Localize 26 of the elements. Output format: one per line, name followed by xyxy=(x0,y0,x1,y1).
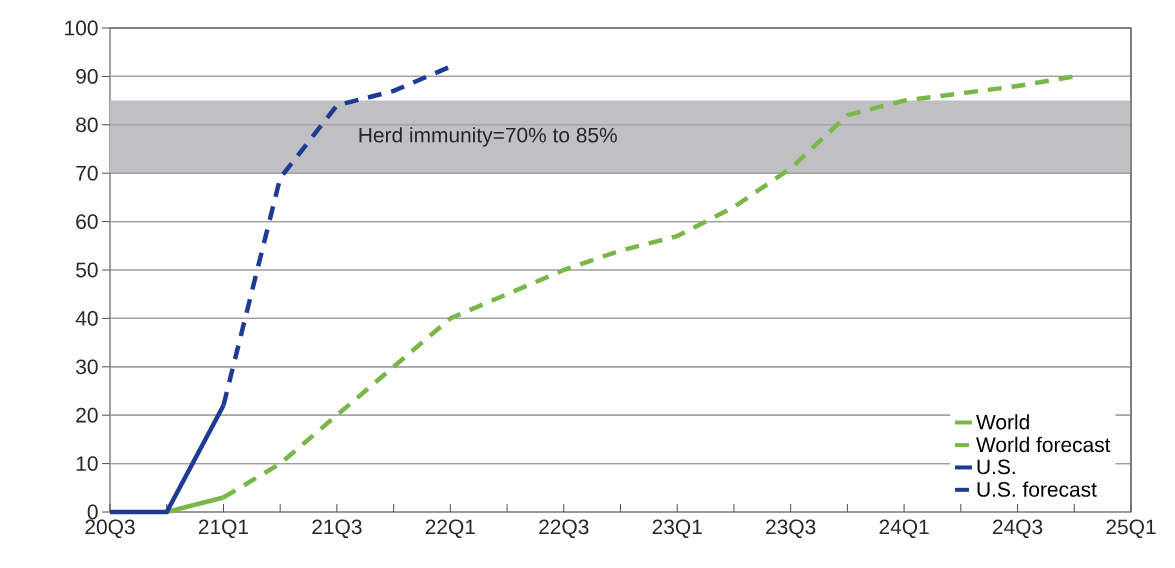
band-label: Herd immunity=70% to 85% xyxy=(359,127,617,147)
x-tick-label: 23Q1 xyxy=(652,519,702,539)
y-tick-label: 60 xyxy=(76,214,98,229)
y-tick-label: 80 xyxy=(76,117,98,133)
x-tick-label: 21Q3 xyxy=(312,519,362,539)
legend-label: U.S. forecast xyxy=(977,481,1097,497)
x-tick-label: 24Q1 xyxy=(879,519,929,539)
y-tick-label: 10 xyxy=(76,456,98,472)
x-tick-label: 22Q3 xyxy=(539,519,589,539)
y-tick-label: 40 xyxy=(75,310,98,326)
y-tick-label: 20 xyxy=(76,407,98,423)
x-tick-label: 24Q3 xyxy=(993,519,1043,539)
y-tick-label: 100 xyxy=(65,20,98,36)
y-tick-label: 30 xyxy=(76,359,98,375)
y-tick-label: 70 xyxy=(76,165,98,181)
y-tick-label: 50 xyxy=(76,262,98,278)
x-tick-label: 23Q3 xyxy=(766,519,816,539)
x-tick-label: 20Q3 xyxy=(85,519,135,539)
y-tick-label: 90 xyxy=(76,68,98,84)
x-tick-label: 21Q1 xyxy=(198,519,249,539)
legend-label: U.S. xyxy=(977,459,1015,475)
legend-label: World forecast xyxy=(976,436,1111,453)
x-tick-label: 25Q1 xyxy=(1106,519,1156,539)
x-tick-label: 22Q1 xyxy=(425,519,475,539)
y-tick-label: 0 xyxy=(87,504,98,520)
legend-label: World xyxy=(976,414,1029,430)
